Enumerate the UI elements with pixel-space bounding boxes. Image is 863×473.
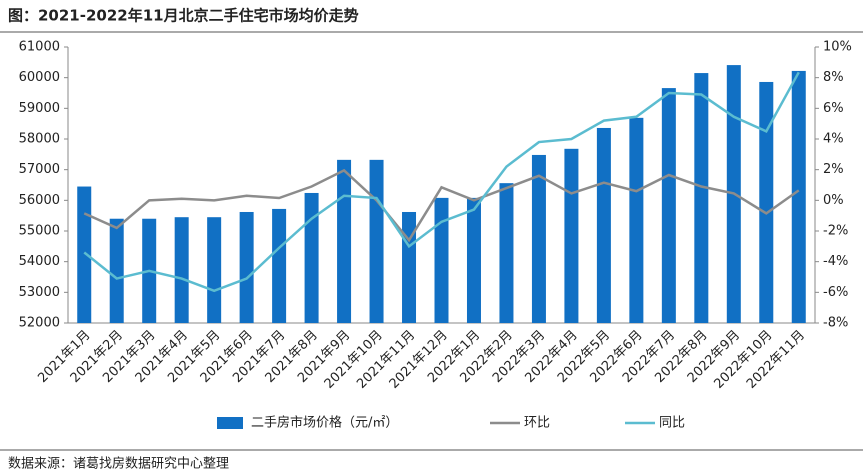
legend-swatch	[217, 417, 243, 429]
y-tick-label: 55000	[19, 224, 60, 239]
bar	[466, 197, 481, 323]
y2-tick-label: -8%	[823, 316, 848, 331]
bar	[596, 127, 611, 324]
y2-tick-label: 4%	[823, 132, 844, 147]
y2-tick-label: -2%	[823, 224, 848, 239]
line	[83, 168, 800, 243]
y2-tick-label: 8%	[823, 70, 844, 85]
source-note: 数据来源：诸葛找房数据研究中心整理	[8, 456, 229, 472]
legend-label: 二手房市场价格（元/㎡）	[251, 415, 398, 431]
bar	[304, 192, 319, 323]
bar	[499, 183, 514, 323]
bar	[791, 70, 806, 323]
y-tick-label: 59000	[19, 101, 60, 116]
y2-tick-label: 0%	[823, 193, 844, 208]
y2-tick-label: -4%	[823, 254, 848, 269]
bar	[207, 217, 222, 323]
y-tick-label: 54000	[19, 254, 60, 269]
y-tick-label: 60000	[19, 70, 60, 85]
legend-label: 环比	[524, 416, 550, 431]
bar	[694, 73, 709, 323]
bar	[629, 117, 644, 323]
y-tick-label: 53000	[19, 285, 60, 300]
bar	[531, 154, 546, 323]
legend-label: 同比	[659, 416, 685, 431]
bar	[77, 186, 92, 323]
bar	[402, 211, 417, 323]
y-tick-label: 52000	[19, 316, 60, 331]
y2-tick-label: 2%	[823, 162, 844, 177]
bar	[661, 88, 676, 324]
y2-tick-label: 6%	[823, 101, 844, 116]
bar	[239, 211, 254, 323]
chart-title: 图：2021-2022年11月北京二手住宅市场均价走势	[8, 7, 359, 25]
bar	[272, 208, 287, 323]
bar	[564, 148, 579, 323]
bar	[369, 159, 384, 323]
y-tick-label: 61000	[19, 40, 60, 55]
y2-tick-label: 10%	[823, 40, 852, 55]
bar	[434, 197, 449, 323]
bar	[109, 218, 124, 323]
line	[83, 71, 800, 293]
bar	[174, 217, 189, 323]
y2-tick-label: -6%	[823, 285, 848, 300]
bar	[337, 159, 352, 323]
y-tick-label: 58000	[19, 132, 60, 147]
y-tick-label: 57000	[19, 162, 60, 177]
bar	[759, 81, 774, 324]
y-tick-label: 56000	[19, 193, 60, 208]
